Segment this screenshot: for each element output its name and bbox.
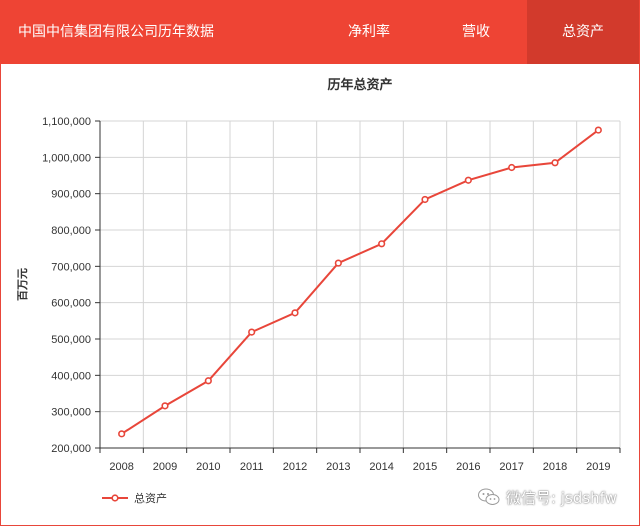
x-tick-label: 2011 [240,461,264,473]
legend[interactable]: 总资产 [102,491,167,505]
x-axis-ticks: 2008 2009 2010 2011 2012 2013 2014 2015 2016 2017… [99,448,621,473]
series-line [121,129,599,435]
x-tick-label: 2013 [326,461,350,473]
grid [99,120,621,449]
x-tick-label: 2018 [543,461,567,473]
tab-revenue[interactable]: 营收 [462,24,490,40]
data-point [378,240,386,248]
y-axis-label: 百万元 [16,268,29,301]
x-tick-label: 2016 [456,461,480,473]
x-tick-label: 2017 [499,461,523,473]
y-tick-label: 1,000,000 [42,152,91,164]
watermark-text: 微信号: jsdshfw [506,488,617,507]
data-point [464,176,472,184]
data-point [291,309,299,317]
y-tick-label: 500,000 [51,334,91,346]
page-title: 中国中信集团有限公司历年数据 [18,24,214,40]
line-chart: 历年总资产 百万元 200,000 300,000 400,000 500,000 60… [16,77,621,505]
data-point [204,377,212,385]
x-tick-label: 2014 [369,461,393,473]
tab-net-margin[interactable]: 净利率 [348,24,390,40]
y-tick-label: 600,000 [51,298,91,310]
x-tick-label: 2009 [153,461,177,473]
header-bar: 中国中信集团有限公司历年数据 净利率 营收 总资产 [0,0,640,64]
data-point [118,430,126,438]
watermark: 微信号: jsdshfw [478,484,617,510]
data-point [334,259,342,267]
y-tick-label: 1,100,000 [42,116,91,128]
wechat-icon [478,488,500,506]
data-point [508,163,516,172]
legend-marker [111,494,119,502]
y-tick-label: 900,000 [51,189,91,201]
x-tick-label: 2010 [196,461,220,473]
y-axis-ticks: 200,000 300,000 400,000 500,000 600,000 700,0… [42,116,100,455]
series-group [118,126,602,438]
data-point [551,159,559,167]
data-point [161,402,169,410]
tab-total-assets[interactable]: 总资产 [527,0,639,64]
y-tick-label: 800,000 [51,225,91,237]
data-point [594,126,602,134]
chart-title: 历年总资产 [327,77,392,93]
y-tick-label: 700,000 [51,261,91,273]
x-tick-label: 2012 [283,461,307,473]
data-point [248,328,256,336]
data-point [421,195,429,204]
x-tick-label: 2019 [586,461,610,473]
y-tick-label: 400,000 [51,370,91,382]
y-tick-label: 200,000 [51,443,91,455]
legend-label: 总资产 [134,491,167,505]
y-tick-label: 300,000 [51,407,91,419]
x-tick-label: 2015 [413,461,437,473]
x-tick-label: 2008 [109,461,133,473]
